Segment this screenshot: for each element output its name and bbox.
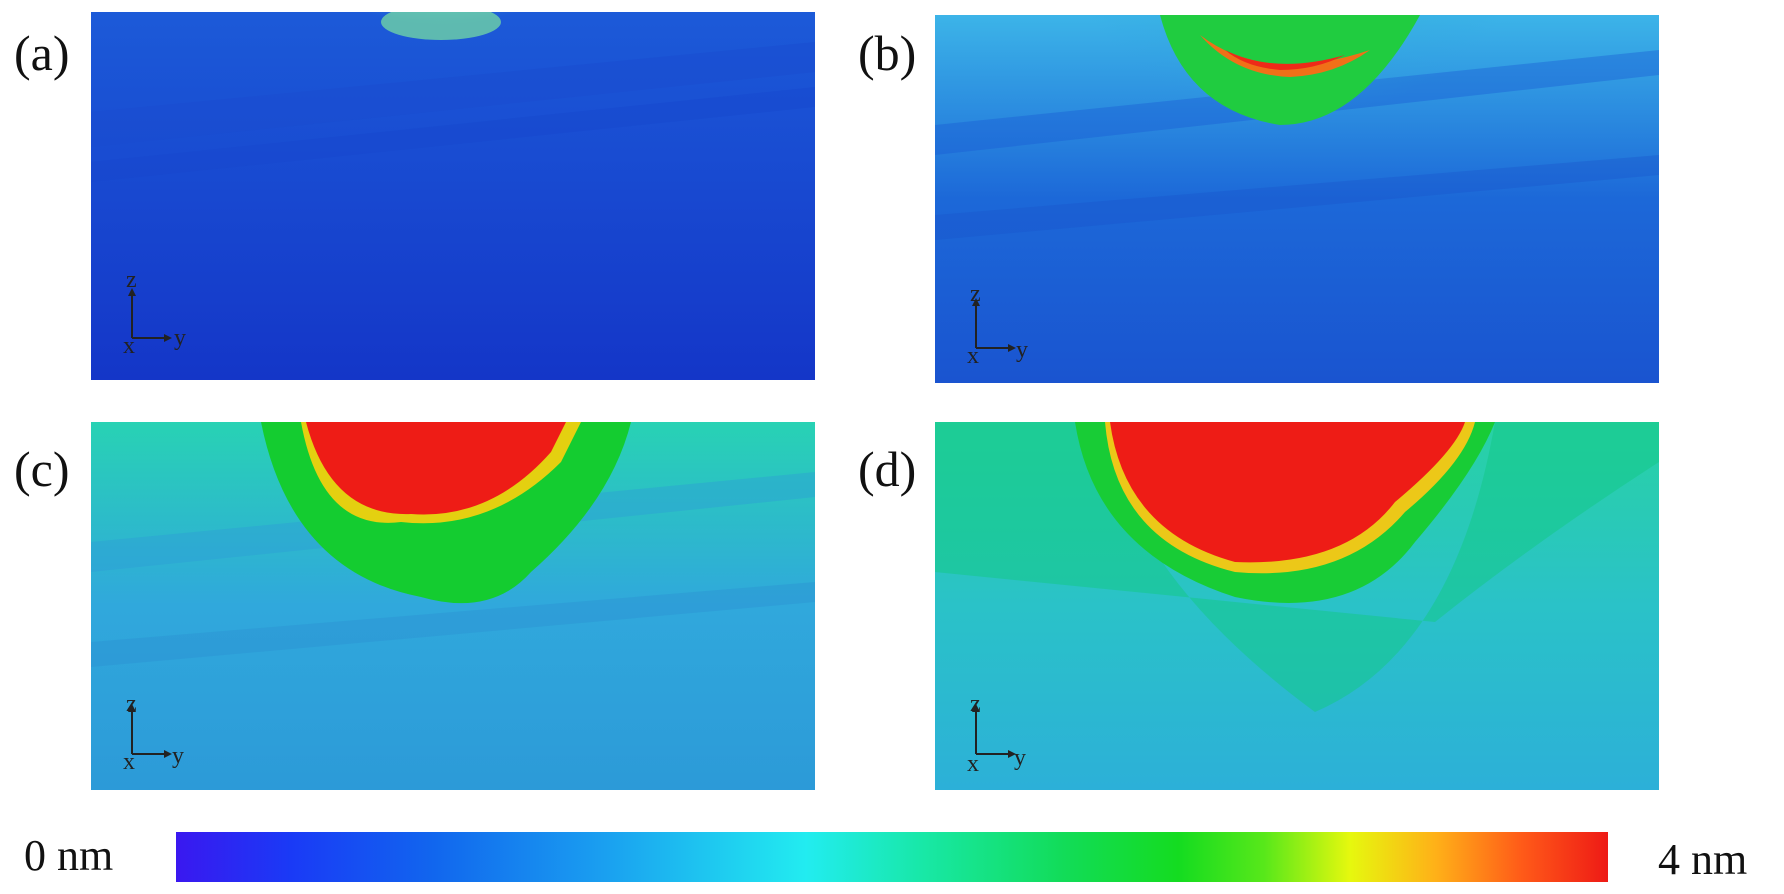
- axis-label-z-a: z: [126, 267, 137, 293]
- axis-label-y-a: y: [174, 325, 186, 351]
- panel-label-a: (a): [14, 25, 70, 81]
- axis-indicator-c: [118, 688, 198, 768]
- simulation-panel-d: [935, 422, 1659, 790]
- panel-c-image: [91, 422, 815, 790]
- axis-label-x-c: x: [123, 749, 135, 775]
- axis-indicator-b: [962, 282, 1042, 362]
- axis-label-x-a: x: [123, 333, 135, 359]
- colorbar: [176, 832, 1608, 882]
- panel-label-d: (d): [858, 441, 917, 497]
- axis-indicator-a: [118, 272, 198, 352]
- simulation-panel-a: [91, 12, 815, 380]
- colorbar-min-label: 0 nm: [24, 831, 114, 880]
- simulation-panel-c: [91, 422, 815, 790]
- axis-label-y-b: y: [1016, 337, 1028, 363]
- axis-indicator-d: [962, 688, 1042, 768]
- simulation-panel-b: [935, 15, 1659, 383]
- axis-label-y-d: y: [1014, 745, 1026, 771]
- panel-d-image: [935, 422, 1659, 790]
- colorbar-max-label: 4 nm: [1658, 835, 1748, 884]
- axis-label-z-b: z: [970, 281, 981, 307]
- axis-label-y-c: y: [172, 743, 184, 769]
- axis-label-x-b: x: [967, 343, 979, 369]
- panel-label-c: (c): [14, 441, 70, 497]
- panel-b-image: [935, 15, 1659, 383]
- axis-label-z-c: z: [126, 691, 137, 717]
- panel-a-image: [91, 12, 815, 380]
- axis-label-x-d: x: [967, 751, 979, 777]
- axis-label-z-d: z: [970, 691, 981, 717]
- panel-label-b: (b): [858, 25, 917, 81]
